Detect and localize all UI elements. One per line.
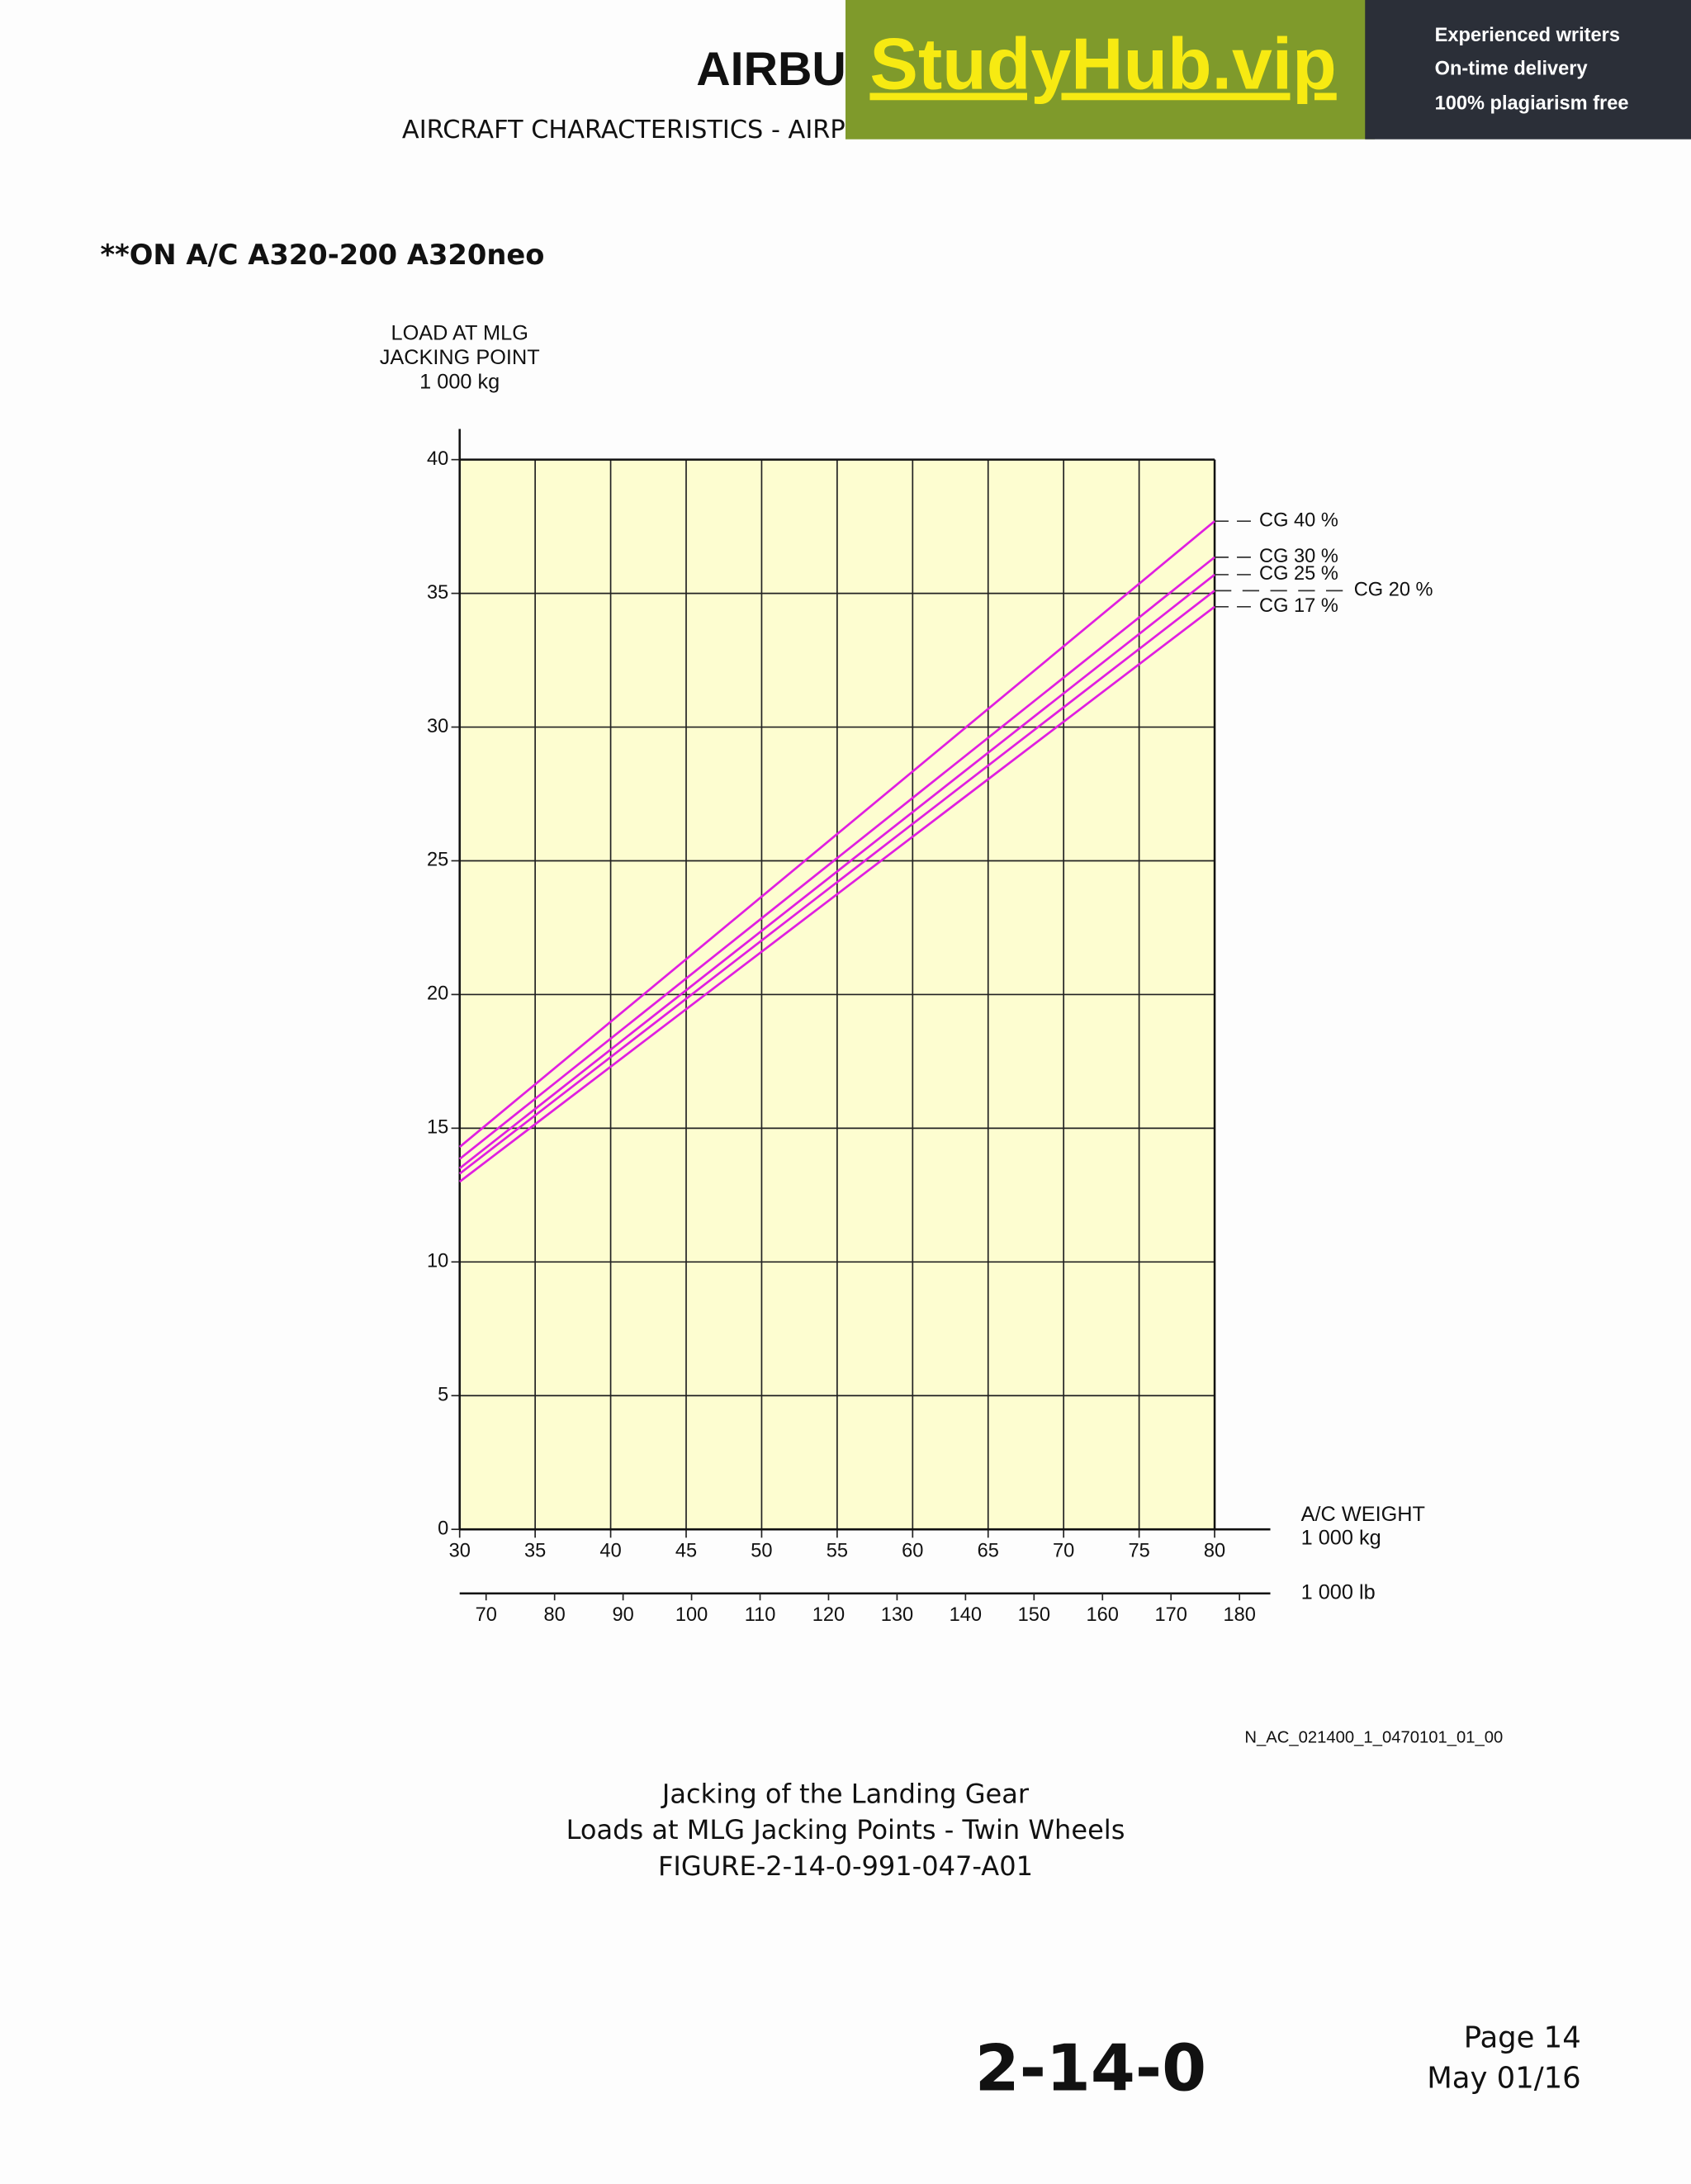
x-tick-label: 30 xyxy=(449,1540,471,1561)
legend-label: CG 40 % xyxy=(1259,509,1338,531)
y-tick-label: 40 xyxy=(427,448,448,470)
x-tick-label: 60 xyxy=(902,1540,923,1561)
x-tick-label: 35 xyxy=(524,1540,546,1561)
caption: Loads at MLG Jacking Points - Twin Wheel… xyxy=(566,1814,1125,1845)
caption: Jacking of the Landing Gear xyxy=(661,1778,1030,1809)
x2-tick-label: 160 xyxy=(1087,1604,1119,1626)
legend-label: CG 17 % xyxy=(1259,595,1338,617)
series-line xyxy=(458,605,1215,1183)
ad-feature: 100% plagiarism free xyxy=(1435,93,1629,115)
x-tick-label: 70 xyxy=(1053,1540,1074,1561)
y-tick-label: 15 xyxy=(427,1117,448,1139)
caption: FIGURE-2-14-0-991-047-A01 xyxy=(658,1850,1033,1882)
figure-id: N_AC_021400_1_0470101_01_00 xyxy=(1244,1729,1503,1747)
x-axis-label: 1 000 kg xyxy=(1301,1527,1381,1550)
chart: 0 5 10 15 20 25 30 35 40 30 35 40 45 50 55 60 65 70 75 80 70… xyxy=(380,322,1433,1626)
x-tick-label: 50 xyxy=(751,1540,772,1561)
ad-brand[interactable]: StudyHub.vip xyxy=(869,24,1336,105)
x-tick-label: 55 xyxy=(827,1540,848,1561)
x-axis-label: A/C WEIGHT xyxy=(1301,1503,1425,1526)
x2-tick-label: 100 xyxy=(675,1604,708,1626)
y-tick-label: 35 xyxy=(427,582,448,604)
legend-label: CG 25 % xyxy=(1259,563,1338,585)
legend-label: CG 20 % xyxy=(1354,580,1433,601)
ad-feature: On-time delivery xyxy=(1435,59,1588,80)
y-tick-label: 5 xyxy=(438,1384,448,1405)
legend-label: CG 30 % xyxy=(1259,546,1338,567)
x-tick-label: 80 xyxy=(1204,1540,1225,1561)
series-line xyxy=(458,590,1215,1175)
ad-banner[interactable] xyxy=(846,0,1376,140)
applicability: **ON A/C A320-200 A320neo xyxy=(100,239,544,271)
series-line xyxy=(458,520,1215,1149)
x-tick-label: 45 xyxy=(675,1540,697,1561)
x2-tick-label: 150 xyxy=(1018,1604,1050,1626)
x2-tick-label: 90 xyxy=(612,1604,633,1626)
ad-panel[interactable] xyxy=(1365,0,1691,140)
y-axis-label: JACKING POINT xyxy=(380,346,540,369)
x2-axis-label: 1 000 lb xyxy=(1301,1580,1376,1604)
y-tick-label: 0 xyxy=(438,1518,448,1539)
x-tick-label: 65 xyxy=(978,1540,999,1561)
x2-tick-label: 130 xyxy=(881,1604,913,1626)
y-axis-label: LOAD AT MLG xyxy=(391,322,528,345)
series-line xyxy=(458,556,1215,1160)
page-number: Page 14 xyxy=(1464,2021,1581,2055)
x2-tick-label: 80 xyxy=(544,1604,566,1626)
x2-tick-label: 170 xyxy=(1155,1604,1187,1626)
y-tick-label: 20 xyxy=(427,983,448,1005)
section-number: 2-14-0 xyxy=(975,2032,1206,2106)
x-tick-label: 75 xyxy=(1128,1540,1149,1561)
y-tick-label: 30 xyxy=(427,716,448,737)
y-tick-label: 25 xyxy=(427,850,448,871)
x2-tick-label: 180 xyxy=(1223,1604,1255,1626)
x2-tick-label: 120 xyxy=(812,1604,845,1626)
x2-tick-label: 110 xyxy=(745,1604,776,1626)
page-date: May 01/16 xyxy=(1427,2061,1581,2095)
x2-tick-label: 140 xyxy=(950,1604,982,1626)
y-tick-label: 10 xyxy=(427,1251,448,1272)
x2-tick-label: 70 xyxy=(476,1604,497,1626)
series-line xyxy=(458,573,1215,1170)
y-axis-label: 1 000 kg xyxy=(419,371,500,394)
x-tick-label: 40 xyxy=(599,1540,621,1561)
ad-feature: Experienced writers xyxy=(1435,25,1620,46)
